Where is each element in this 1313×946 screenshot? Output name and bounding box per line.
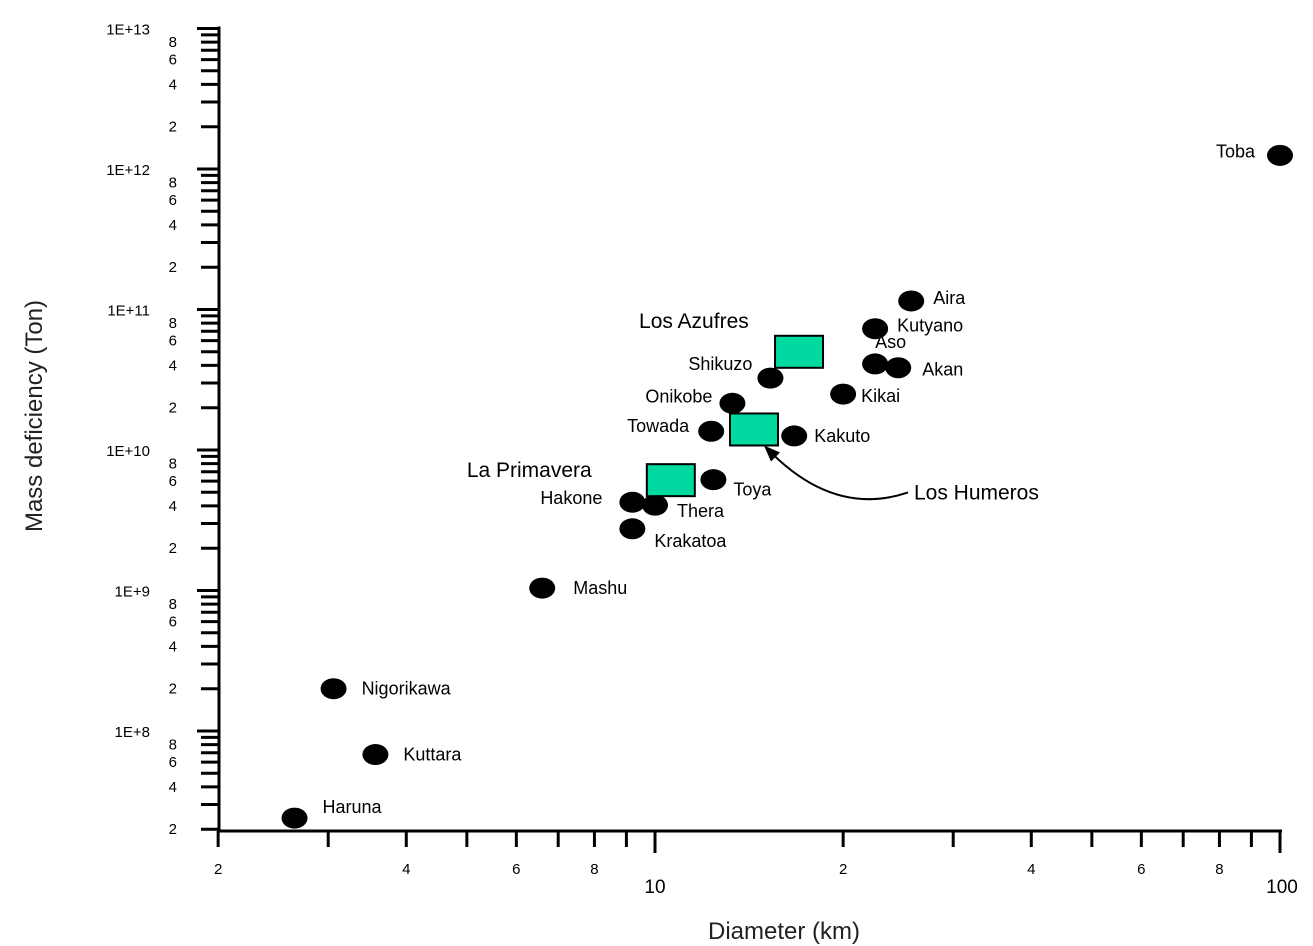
y-tick-label: 8 (169, 175, 177, 192)
y-tick-label: 2 (169, 681, 177, 698)
y-tick-label: 2 (169, 400, 177, 417)
x-tick-label: 6 (512, 861, 520, 878)
x-tick-label: 8 (590, 861, 598, 878)
y-tick-label: 8 (169, 596, 177, 613)
los-humeros-arrow-head (763, 445, 780, 462)
x-tick-label: 2 (214, 861, 222, 878)
x-tick-label: 4 (1027, 861, 1035, 878)
point-akan (885, 357, 912, 379)
x-tick-label: 6 (1137, 861, 1145, 878)
point-onikobe (719, 392, 746, 414)
y-tick-label: 1E+13 (106, 22, 150, 39)
label-toya: Toya (733, 480, 772, 500)
label-towada: Towada (627, 416, 690, 436)
y-tick-label: 6 (169, 333, 177, 350)
y-tick-label: 4 (169, 638, 177, 655)
point-la-primavera (645, 463, 696, 498)
y-tick-label: 2 (169, 540, 177, 557)
label-los-azufres: Los Azufres (639, 310, 749, 333)
label-toba: Toba (1216, 141, 1256, 161)
point-hakone (619, 491, 646, 513)
point-nigorikawa (320, 678, 347, 700)
y-tick-label: 4 (169, 217, 177, 234)
y-tick-label: 2 (169, 821, 177, 838)
point-thera (642, 494, 668, 516)
y-tick-label: 4 (169, 779, 177, 796)
point-toya (700, 469, 727, 491)
label-kikai: Kikai (861, 386, 900, 406)
label-mashu: Mashu (573, 578, 627, 598)
y-tick-label: 4 (169, 357, 177, 374)
y-tick-label: 8 (169, 34, 177, 51)
point-haruna (281, 807, 308, 829)
label-kakuto: Kakuto (814, 426, 870, 446)
data-marks (281, 144, 1293, 829)
y-tick-label: 6 (169, 754, 177, 771)
y-tick-label: 8 (169, 315, 177, 332)
axes: 2468246824682468246824681E+81E+91E+101E+… (106, 22, 1298, 899)
y-tick-label: 6 (169, 192, 177, 209)
y-tick-label: 6 (169, 614, 177, 631)
label-aira: Aira (933, 288, 966, 308)
y-tick-label: 1E+8 (115, 724, 150, 741)
point-los-humeros (728, 412, 779, 447)
y-tick-label: 2 (169, 259, 177, 276)
point-krakatoa (619, 518, 646, 540)
point-kutyano (862, 318, 889, 340)
x-tick-label: 10 (644, 877, 665, 898)
y-tick-label: 8 (169, 737, 177, 754)
point-kikai (830, 383, 857, 405)
label-thera: Thera (677, 501, 725, 521)
label-krakatoa: Krakatoa (654, 531, 727, 551)
label-onikobe: Onikobe (645, 386, 712, 406)
label-akan: Akan (922, 360, 963, 380)
label-los-humeros: Los Humeros (914, 481, 1039, 504)
x-tick-label: 100 (1266, 877, 1298, 898)
y-tick-label: 1E+11 (107, 303, 150, 320)
label-haruna: Haruna (323, 797, 383, 817)
y-tick-label: 2 (169, 119, 177, 136)
y-tick-label: 1E+9 (115, 584, 150, 601)
point-shikuzo (757, 367, 784, 389)
label-nigorikawa: Nigorikawa (362, 679, 452, 699)
label-kutyano: Kutyano (897, 316, 963, 336)
label-shikuzo: Shikuzo (688, 354, 752, 374)
label-kuttara: Kuttara (403, 745, 462, 765)
point-aso (862, 353, 889, 375)
y-tick-label: 6 (169, 52, 177, 69)
label-la-primavera: La Primavera (467, 459, 592, 482)
point-toba (1267, 144, 1293, 166)
y-tick-label: 1E+10 (106, 443, 150, 460)
los-humeros-arrow-line (767, 448, 909, 501)
x-tick-label: 8 (1215, 861, 1223, 878)
y-tick-label: 8 (169, 456, 177, 473)
x-tick-label: 4 (402, 861, 410, 878)
point-mashu (529, 577, 556, 599)
point-aira (898, 290, 925, 312)
y-axis-title: Mass deficiency (Ton) (21, 300, 48, 532)
x-tick-label: 2 (839, 861, 847, 878)
point-towada (698, 420, 725, 442)
label-aso: Aso (875, 332, 906, 352)
y-tick-label: 4 (169, 76, 177, 93)
point-kuttara (362, 744, 389, 766)
label-hakone: Hakone (540, 488, 602, 508)
point-kakuto (781, 425, 808, 447)
x-axis-title: Diameter (km) (708, 918, 860, 945)
y-tick-label: 4 (169, 498, 177, 515)
point-los-azufres (774, 334, 825, 369)
y-tick-label: 6 (169, 473, 177, 490)
y-tick-label: 1E+12 (106, 162, 150, 179)
